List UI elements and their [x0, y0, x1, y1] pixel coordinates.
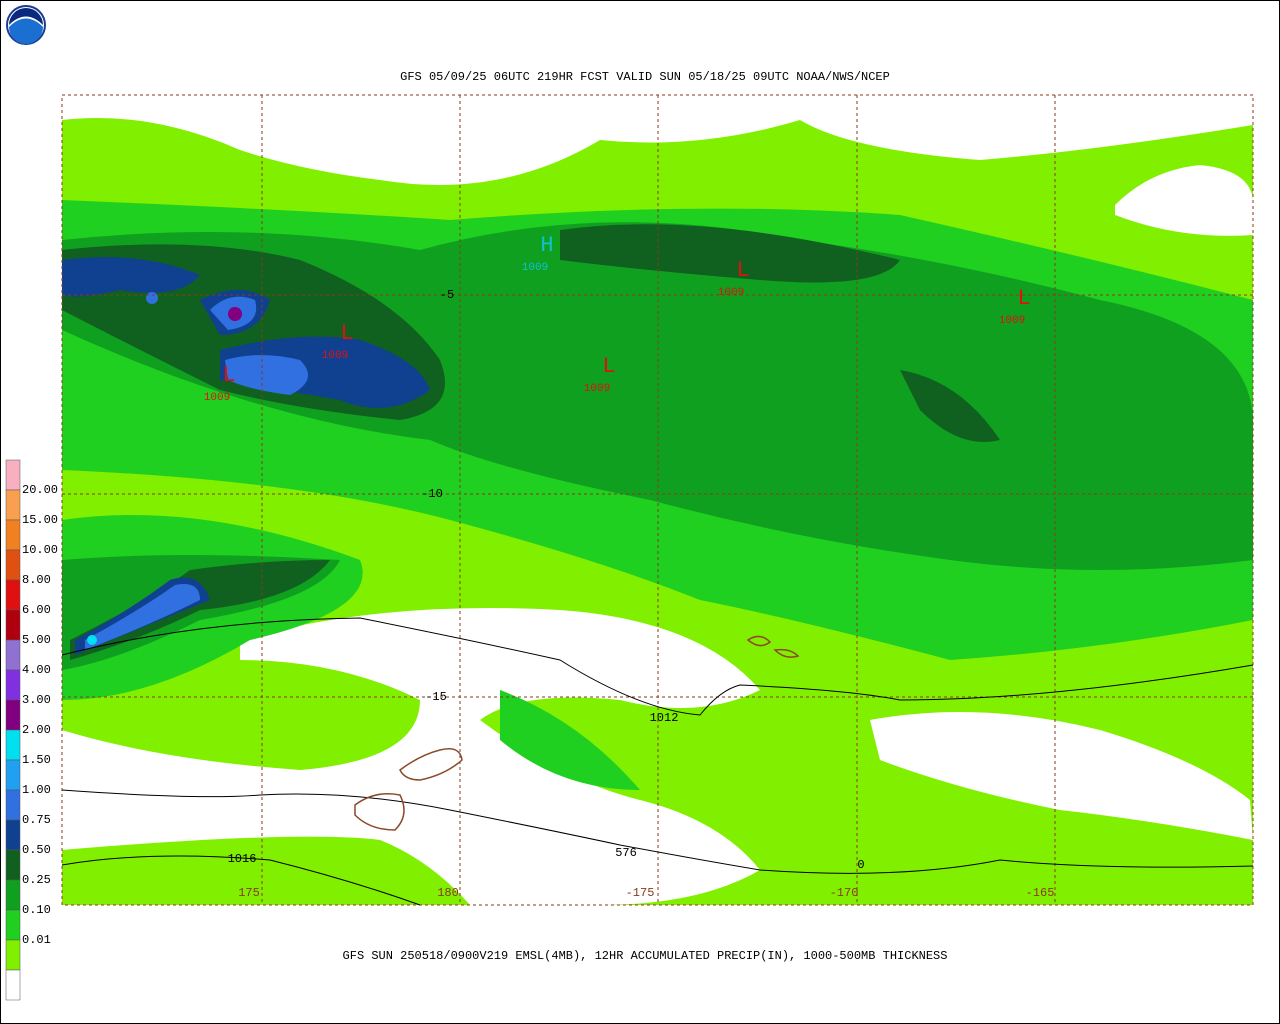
map-title: GFS 05/09/25 06UTC 219HR FCST VALID SUN …: [400, 70, 890, 84]
legend-swatch: [5, 849, 21, 881]
legend-swatch: [5, 669, 21, 701]
contour-label: 1016: [228, 852, 257, 866]
legend-swatch: [5, 819, 21, 851]
legend-label: 20.00: [22, 483, 58, 497]
pressure-symbol: H: [540, 233, 553, 258]
legend-swatch: [5, 969, 21, 1001]
legend-label: 6.00: [22, 603, 51, 617]
lon-label: -175: [626, 886, 655, 900]
contour-label: 0: [857, 858, 864, 872]
contours: [61, 617, 1254, 906]
pressure-symbol: L: [1017, 286, 1030, 311]
legend-swatch: [5, 909, 21, 941]
legend-label: 1.50: [22, 753, 51, 767]
legend-swatch: [5, 459, 21, 491]
legend-label: 0.25: [22, 873, 51, 887]
legend-swatch: [5, 879, 21, 911]
legend-label: 1.00: [22, 783, 51, 797]
legend-swatch: [5, 549, 21, 581]
legend-label: 15.00: [22, 513, 58, 527]
legend-swatch: [5, 489, 21, 521]
lon-label: 180: [437, 886, 459, 900]
legend-label: 0.50: [22, 843, 51, 857]
legend-swatch: [5, 759, 21, 791]
pressure-symbol: L: [602, 354, 615, 379]
legend: 20.00 15.00 10.00 8.00 6.00 5.00 4.00 3.00 2.00 1…: [5, 459, 58, 1001]
legend-swatch: [5, 729, 21, 761]
graticule: [61, 94, 1254, 906]
legend-swatch: [5, 699, 21, 731]
legend-label: 0.75: [22, 813, 51, 827]
pressure-value: 1009: [522, 262, 548, 274]
map-labels: 175 180 -175 -170 -165 -5 -10 -15 H 1009 L 1009 L 100…: [204, 233, 1055, 900]
lat-label: -10: [421, 487, 443, 501]
legend-swatch: [5, 519, 21, 551]
pressure-symbol: L: [736, 258, 749, 283]
lon-label: -170: [830, 886, 859, 900]
legend-label: 2.00: [22, 723, 51, 737]
legend-label: 10.00: [22, 543, 58, 557]
legend-label: 5.00: [22, 633, 51, 647]
pressure-symbol: L: [222, 363, 235, 388]
contour-label: 1012: [650, 711, 679, 725]
noaa-logo: [6, 5, 46, 45]
legend-swatch: [5, 939, 21, 971]
pressure-symbol: L: [340, 321, 353, 346]
coastlines: [354, 635, 800, 831]
lat-label: -5: [440, 288, 454, 302]
legend-label: 4.00: [22, 663, 51, 677]
legend-label: 8.00: [22, 573, 51, 587]
pressure-value: 1009: [204, 392, 230, 404]
lat-label: -15: [425, 690, 447, 704]
legend-label: 3.00: [22, 693, 51, 707]
legend-label: 0.01: [22, 933, 51, 947]
pressure-value: 1009: [584, 383, 610, 395]
pressure-value: 1009: [999, 315, 1025, 327]
map-caption: GFS SUN 250518/0900V219 EMSL(4MB), 12HR …: [343, 949, 948, 963]
legend-swatch: [5, 789, 21, 821]
legend-swatch: [5, 639, 21, 671]
pressure-value: 1009: [718, 287, 744, 299]
legend-swatch: [5, 579, 21, 611]
pressure-value: 1009: [322, 350, 348, 362]
legend-swatch: [5, 609, 21, 641]
contour-label: 576: [615, 846, 637, 860]
map-border: [61, 94, 1254, 906]
legend-label: 0.10: [22, 903, 51, 917]
lon-label: 175: [238, 886, 260, 900]
lon-label: -165: [1026, 886, 1055, 900]
